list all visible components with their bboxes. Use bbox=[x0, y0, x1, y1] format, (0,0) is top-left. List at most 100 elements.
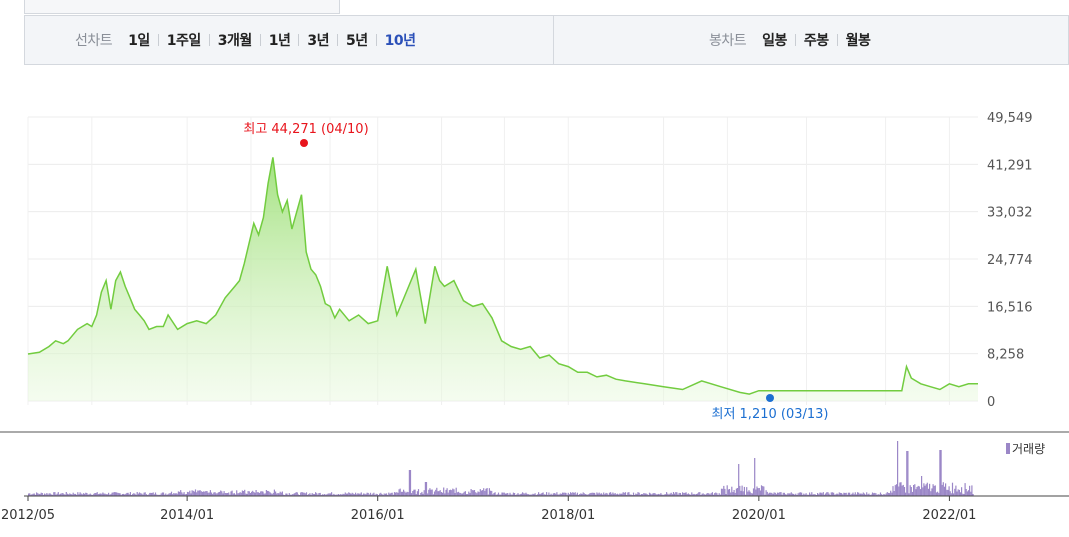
volume-bar bbox=[785, 494, 787, 496]
volume-bar bbox=[835, 494, 837, 496]
volume-bar bbox=[544, 494, 546, 496]
chart-axes bbox=[0, 431, 1069, 501]
volume-bar bbox=[279, 491, 281, 496]
volume-bar bbox=[233, 493, 235, 496]
x-tick-label: 2012/05 bbox=[1, 508, 55, 523]
volume-bar bbox=[719, 494, 721, 496]
volume-bar bbox=[794, 494, 796, 496]
volume-bar bbox=[308, 494, 310, 496]
volume-bar bbox=[470, 489, 472, 496]
volume-bar bbox=[814, 494, 816, 496]
period-option-0[interactable]: 1일 bbox=[128, 33, 150, 49]
volume-bar bbox=[581, 494, 583, 496]
volume-bar bbox=[414, 489, 416, 496]
volume-bar bbox=[898, 486, 900, 496]
volume-bar bbox=[817, 493, 819, 496]
volume-bar bbox=[79, 492, 81, 496]
candle-type-option-1[interactable]: 주봉 bbox=[803, 33, 829, 49]
volume-bar bbox=[648, 492, 651, 496]
period-option-5[interactable]: 5년 bbox=[346, 33, 368, 49]
volume-bar bbox=[685, 492, 687, 496]
volume-bar bbox=[319, 492, 321, 496]
volume-bar bbox=[533, 494, 535, 496]
volume-bar bbox=[911, 491, 914, 496]
volume-bar bbox=[207, 492, 209, 496]
volume-bar bbox=[744, 494, 747, 496]
volume-bar bbox=[722, 488, 724, 496]
line-chart-period-group: 선차트 1일 1주일 3개월 1년 3년 5년 10년 bbox=[75, 16, 416, 64]
volume-bar bbox=[522, 492, 524, 496]
volume-bar bbox=[238, 493, 240, 496]
volume-bar bbox=[169, 493, 171, 496]
volume-bar bbox=[391, 492, 393, 496]
volume-bar bbox=[114, 492, 117, 496]
volume-bar bbox=[343, 494, 345, 496]
volume-bar bbox=[547, 494, 549, 496]
period-option-2[interactable]: 3개월 bbox=[217, 33, 253, 49]
volume-bar bbox=[170, 491, 173, 496]
volume-bar bbox=[659, 494, 661, 496]
volume-bar bbox=[157, 494, 159, 496]
volume-bar bbox=[58, 494, 61, 496]
volume-bar bbox=[205, 491, 207, 496]
volume-bar bbox=[834, 494, 836, 496]
volume-bar bbox=[895, 484, 898, 496]
volume-bar bbox=[106, 494, 109, 496]
period-option-3[interactable]: 1년 bbox=[268, 33, 291, 49]
volume-bar bbox=[85, 492, 87, 496]
volume-bar bbox=[863, 493, 865, 496]
volume-bar bbox=[902, 484, 904, 496]
volume-bar bbox=[243, 491, 245, 496]
volume-bar bbox=[560, 493, 562, 496]
volume-bar bbox=[706, 493, 708, 496]
candle-type-option-0[interactable]: 일봉 bbox=[762, 33, 787, 49]
volume-bar bbox=[427, 493, 429, 496]
volume-bar bbox=[557, 494, 559, 496]
volume-bar bbox=[383, 493, 385, 496]
volume-bar bbox=[100, 493, 102, 496]
period-option-1[interactable]: 1주일 bbox=[166, 33, 202, 49]
volume-bar bbox=[704, 494, 707, 496]
volume-bar bbox=[551, 494, 553, 496]
volume-bar bbox=[132, 493, 134, 496]
volume-bar bbox=[184, 494, 186, 496]
volume-bar bbox=[273, 489, 275, 496]
volume-bar bbox=[567, 492, 569, 496]
volume-bar bbox=[307, 494, 309, 496]
volume-bar bbox=[350, 493, 352, 496]
volume-bar bbox=[798, 492, 800, 496]
volume-bar bbox=[576, 492, 578, 496]
volume-bar bbox=[646, 494, 648, 496]
volume-bar bbox=[732, 492, 734, 496]
volume-bar bbox=[408, 470, 410, 496]
volume-bar bbox=[931, 488, 933, 496]
volume-bar bbox=[884, 494, 886, 496]
volume-bar bbox=[967, 490, 970, 496]
volume-bar bbox=[465, 494, 468, 496]
volume-bar bbox=[661, 494, 663, 496]
volume-bar bbox=[731, 486, 733, 496]
volume-bar bbox=[208, 492, 210, 496]
volume-bar bbox=[862, 492, 864, 496]
volume-bar bbox=[265, 490, 267, 496]
volume-bar bbox=[189, 490, 191, 496]
period-option-4[interactable]: 3년 bbox=[307, 33, 330, 49]
volume-bar bbox=[437, 491, 439, 496]
volume-bar bbox=[913, 485, 915, 496]
volume-bar bbox=[519, 494, 521, 496]
volume-bar bbox=[813, 494, 815, 496]
volume-bar bbox=[221, 491, 223, 496]
option-divider bbox=[298, 34, 300, 46]
volume-bar bbox=[165, 493, 167, 496]
volume-bar bbox=[500, 494, 502, 496]
volume-bar bbox=[885, 493, 887, 496]
volume-bar bbox=[112, 492, 114, 496]
candle-type-option-2[interactable]: 월봉 bbox=[845, 33, 871, 49]
volume-bar bbox=[497, 492, 500, 496]
period-option-6[interactable]: 10년 bbox=[384, 33, 416, 49]
volume-bar bbox=[650, 493, 652, 496]
chart-labels: 49,549 41,291 33,032 24,774 16,516 8,258 0 2012… bbox=[1, 111, 1045, 523]
volume-bar bbox=[528, 494, 530, 496]
toolbar-divider bbox=[553, 16, 554, 64]
volume-bar bbox=[715, 492, 717, 496]
